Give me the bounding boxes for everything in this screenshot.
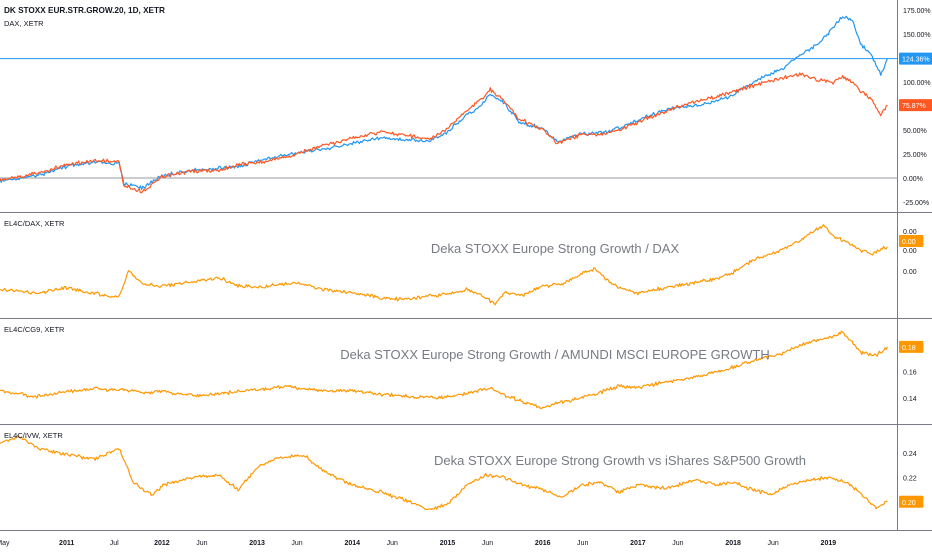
chart-subtitle: DAX, XETR [4,19,44,28]
price-label-text: 0.20 [902,500,916,507]
x-tick-label: 2019 [821,540,837,547]
x-tick-label: Jun [672,540,683,547]
x-tick-label: Jun [577,540,588,547]
y-tick-label: 0.00 [903,248,917,255]
price-label-text: 0.18 [902,345,916,352]
price-label-box [899,52,932,65]
y-tick-label: 100.00% [903,80,931,87]
series-line[interactable] [0,15,888,190]
y-tick-label: 0.00 [903,229,917,236]
x-tick-label: 2018 [725,540,741,547]
pane-annotation: Deka STOXX Europe Strong Growth / DAX [431,241,680,256]
x-tick-label: May [0,540,10,547]
y-tick-label: 0.00% [903,176,923,183]
series-line[interactable] [0,224,888,306]
price-label-text: 75.87% [902,103,926,110]
series-line[interactable] [0,72,888,194]
x-tick-label: Jun [387,540,398,547]
y-tick-label: 50.00% [903,128,927,135]
series-line[interactable] [0,434,888,510]
x-tick-label: 2012 [154,540,170,547]
y-tick-label: 0.24 [903,451,917,458]
y-tick-label: 0.00 [903,269,917,276]
x-tick-label: Jun [482,540,493,547]
x-tick-label: Jun [291,540,302,547]
price-label-text: 124.36% [902,57,930,64]
price-label-text: 0.00 [902,239,916,246]
x-tick-label: Jul [110,540,119,547]
x-tick-label: 2016 [535,540,551,547]
x-tick-label: 2017 [630,540,646,547]
y-tick-label: 0.22 [903,476,917,483]
pane-annotation: Deka STOXX Europe Strong Growth vs iShar… [434,453,806,468]
x-tick-label: Jun [196,540,207,547]
chart-title: DK STOXX EUR.STR.GROW.20, 1D, XETR [4,6,165,15]
price-label-box [899,235,924,247]
price-label-box [899,495,924,508]
y-tick-label: 0.14 [903,396,917,403]
pane-title: EL4C/CG9, XETR [4,325,65,334]
y-tick-label: -25.00% [903,200,929,207]
y-tick-label: 150.00% [903,32,931,39]
pane-title: EL4C/DAX, XETR [4,219,65,228]
y-tick-label: 175.00% [903,8,931,15]
pane-title: EL4C/IVW, XETR [4,431,63,440]
y-tick-label: 25.00% [903,152,927,159]
x-tick-label: 2011 [59,540,74,547]
price-label-box [899,99,932,112]
y-tick-label: 0.16 [903,370,917,377]
x-tick-label: Jun [767,540,778,547]
x-tick-label: 2013 [249,540,265,547]
pane-annotation: Deka STOXX Europe Strong Growth / AMUNDI… [340,347,770,362]
x-tick-label: 2014 [344,540,360,547]
x-tick-label: 2015 [440,540,456,547]
price-label-box [899,340,924,353]
series-line[interactable] [0,330,888,410]
